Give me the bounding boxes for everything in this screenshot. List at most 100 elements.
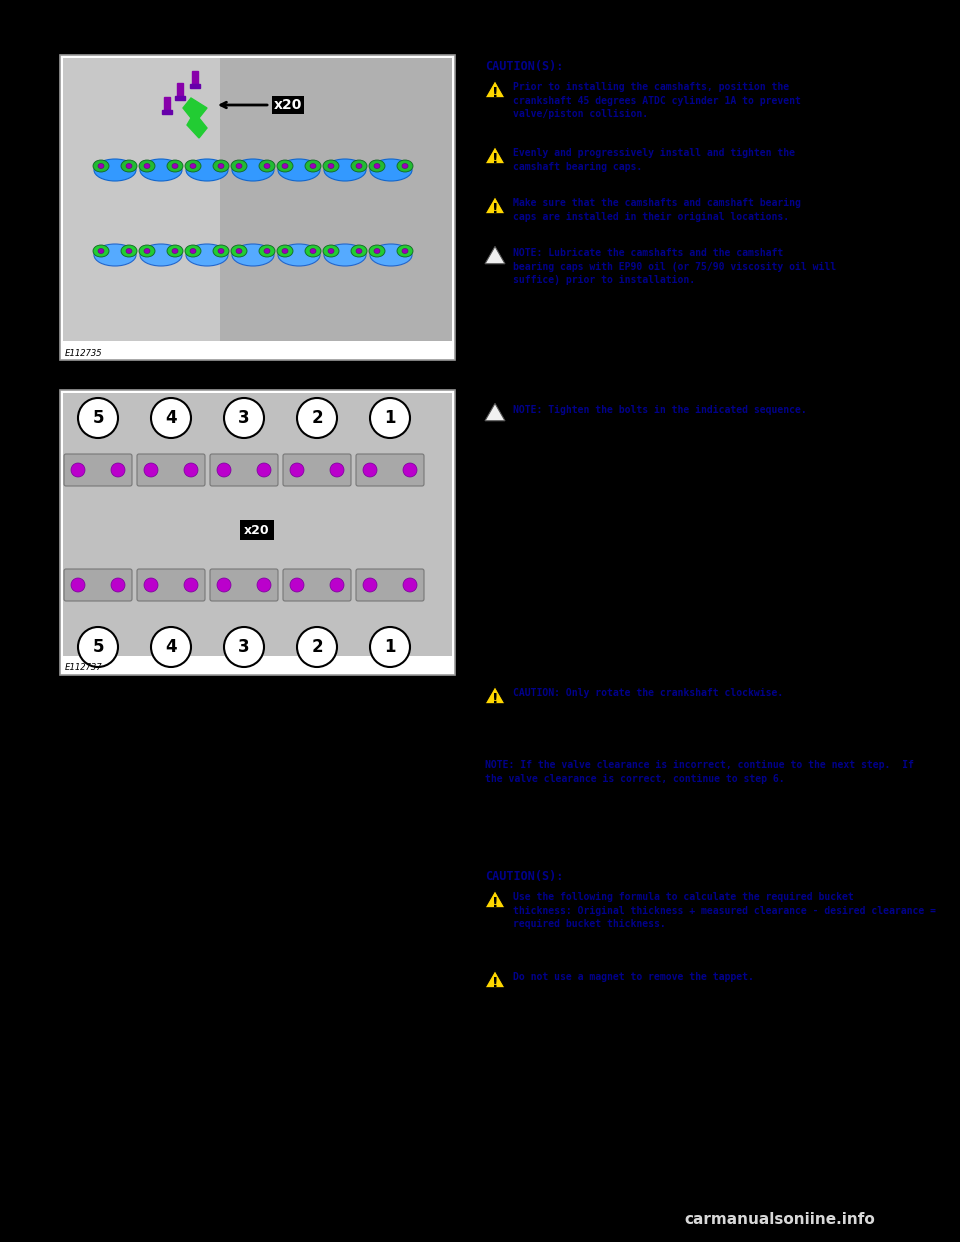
FancyBboxPatch shape (210, 455, 278, 486)
Ellipse shape (278, 159, 320, 181)
Ellipse shape (126, 164, 132, 169)
Ellipse shape (231, 160, 247, 171)
Ellipse shape (232, 159, 274, 181)
Circle shape (71, 463, 85, 477)
Circle shape (217, 578, 231, 592)
Circle shape (257, 463, 271, 477)
Circle shape (370, 627, 410, 667)
Text: !: ! (492, 86, 498, 99)
Circle shape (151, 627, 191, 667)
Circle shape (184, 463, 198, 477)
Ellipse shape (397, 245, 413, 257)
Circle shape (144, 463, 158, 477)
Text: !: ! (492, 152, 498, 166)
Ellipse shape (264, 248, 270, 253)
Polygon shape (485, 970, 505, 987)
Ellipse shape (94, 159, 136, 181)
Polygon shape (485, 196, 505, 214)
Text: CAUTION: Only rotate the crankshaft clockwise.: CAUTION: Only rotate the crankshaft cloc… (513, 688, 783, 698)
Circle shape (184, 578, 198, 592)
Ellipse shape (172, 164, 178, 169)
Polygon shape (175, 96, 185, 101)
Text: Evenly and progressively install and tighten the
camshaft bearing caps.: Evenly and progressively install and tig… (513, 148, 795, 171)
Text: !: ! (492, 692, 498, 705)
Ellipse shape (374, 248, 380, 253)
Ellipse shape (278, 243, 320, 266)
Circle shape (330, 578, 344, 592)
Ellipse shape (186, 243, 228, 266)
FancyBboxPatch shape (63, 392, 452, 656)
Circle shape (224, 397, 264, 438)
Ellipse shape (236, 164, 242, 169)
Ellipse shape (172, 248, 178, 253)
Ellipse shape (402, 248, 408, 253)
Ellipse shape (369, 245, 385, 257)
Ellipse shape (93, 160, 109, 171)
Ellipse shape (374, 164, 380, 169)
Ellipse shape (98, 164, 104, 169)
Ellipse shape (324, 243, 366, 266)
Text: 1: 1 (384, 409, 396, 427)
Polygon shape (485, 404, 505, 421)
Ellipse shape (213, 245, 229, 257)
Text: 5: 5 (92, 638, 104, 656)
Circle shape (290, 578, 304, 592)
Ellipse shape (264, 164, 270, 169)
Polygon shape (190, 84, 200, 88)
Polygon shape (162, 111, 172, 114)
Ellipse shape (121, 160, 137, 171)
Text: 2: 2 (311, 409, 323, 427)
Ellipse shape (231, 245, 247, 257)
Polygon shape (164, 97, 170, 113)
Ellipse shape (323, 160, 339, 171)
Ellipse shape (370, 243, 412, 266)
Circle shape (297, 397, 337, 438)
Circle shape (363, 578, 377, 592)
Text: E112735: E112735 (65, 349, 103, 358)
Ellipse shape (328, 164, 334, 169)
Ellipse shape (232, 243, 274, 266)
Text: 3: 3 (238, 638, 250, 656)
Ellipse shape (310, 248, 316, 253)
Ellipse shape (277, 245, 293, 257)
Ellipse shape (305, 160, 321, 171)
FancyBboxPatch shape (210, 569, 278, 601)
Text: 2: 2 (311, 638, 323, 656)
Ellipse shape (94, 243, 136, 266)
Ellipse shape (93, 245, 109, 257)
Circle shape (78, 397, 118, 438)
FancyBboxPatch shape (137, 569, 205, 601)
Circle shape (403, 578, 417, 592)
Text: 4: 4 (165, 638, 177, 656)
FancyBboxPatch shape (220, 58, 452, 342)
Polygon shape (192, 71, 198, 87)
Polygon shape (485, 246, 505, 263)
Text: NOTE: Tighten the bolts in the indicated sequence.: NOTE: Tighten the bolts in the indicated… (513, 405, 806, 415)
Circle shape (363, 463, 377, 477)
Ellipse shape (282, 248, 288, 253)
Polygon shape (177, 83, 183, 99)
Ellipse shape (259, 245, 275, 257)
Circle shape (144, 578, 158, 592)
Ellipse shape (259, 160, 275, 171)
Ellipse shape (144, 164, 150, 169)
Text: 1: 1 (384, 638, 396, 656)
Text: 3: 3 (238, 409, 250, 427)
Text: x20: x20 (274, 98, 302, 112)
Ellipse shape (351, 245, 367, 257)
Ellipse shape (185, 160, 201, 171)
Text: Use the following formula to calculate the required bucket
thickness: Original t: Use the following formula to calculate t… (513, 892, 936, 929)
Ellipse shape (126, 248, 132, 253)
Text: E112737: E112737 (65, 663, 103, 672)
Polygon shape (485, 81, 505, 98)
Ellipse shape (397, 160, 413, 171)
Ellipse shape (370, 159, 412, 181)
Circle shape (297, 627, 337, 667)
Text: Make sure that the camshafts and camshaft bearing
caps are installed in their or: Make sure that the camshafts and camshaf… (513, 197, 801, 221)
Ellipse shape (185, 245, 201, 257)
FancyBboxPatch shape (63, 58, 452, 342)
FancyBboxPatch shape (64, 569, 132, 601)
Circle shape (111, 463, 125, 477)
Text: !: ! (492, 895, 498, 910)
Ellipse shape (356, 164, 362, 169)
